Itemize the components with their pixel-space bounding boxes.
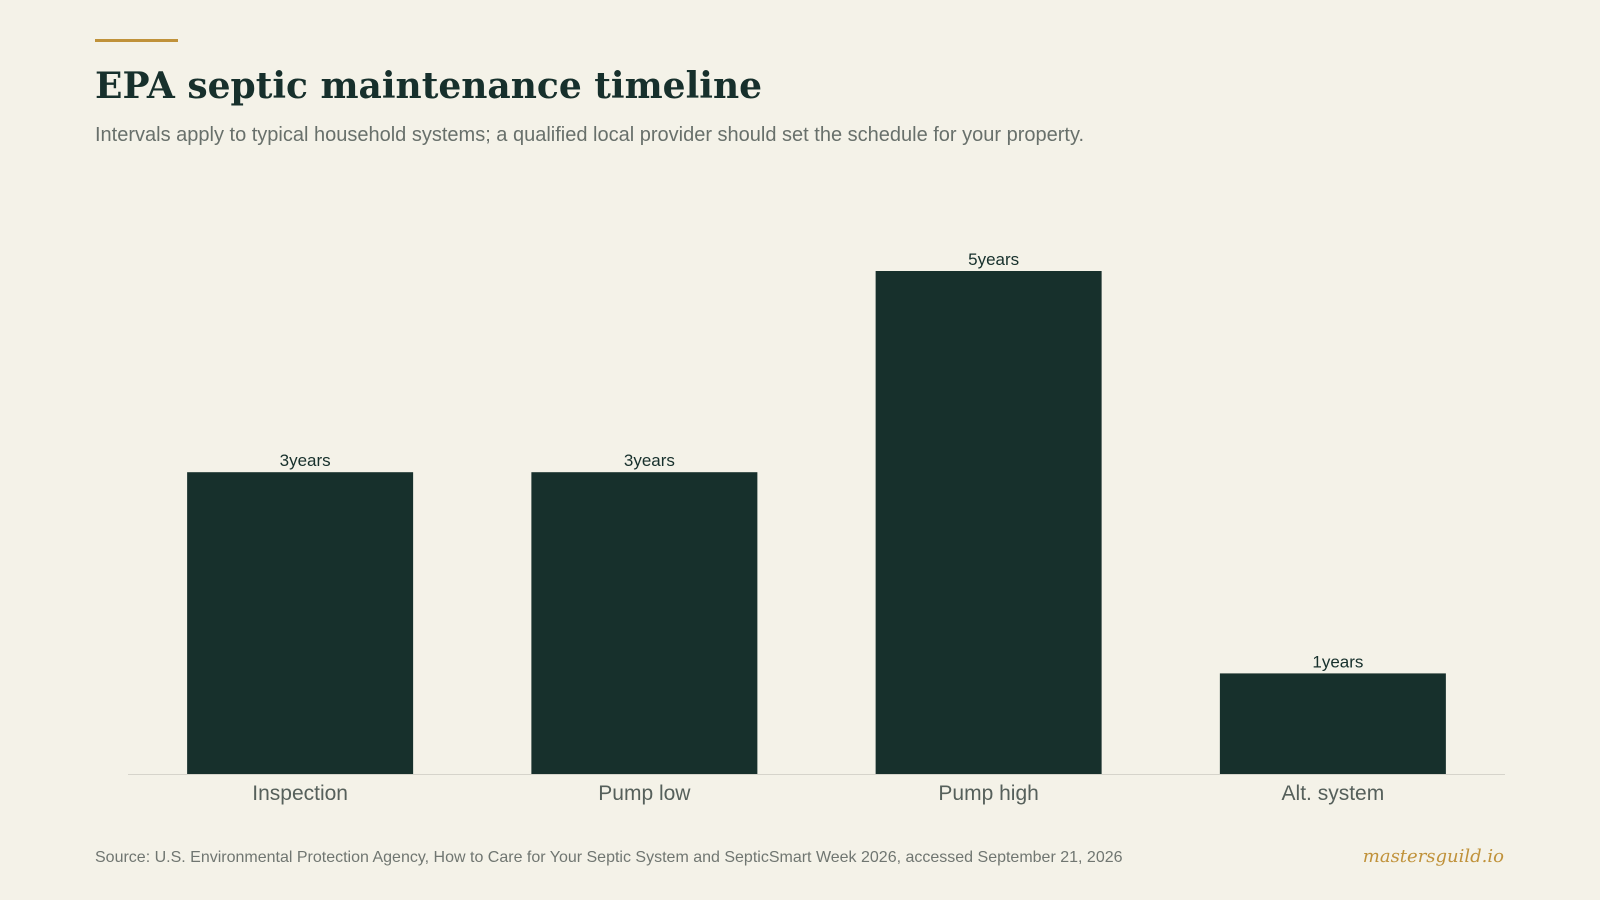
x-tick-label: Pump low [598, 782, 691, 805]
page-subtitle: Intervals apply to typical household sys… [95, 124, 1085, 146]
data-label: 3years [280, 451, 331, 470]
bar-inspection [187, 472, 414, 774]
data-label: 5years [968, 250, 1019, 269]
x-tick-label: Alt. system [1282, 782, 1385, 805]
bar-alt-system [1219, 673, 1446, 774]
brand-link[interactable]: mastersguild.io [1362, 846, 1504, 867]
x-tick-label: Pump high [938, 782, 1038, 805]
bar-pump-low [531, 472, 758, 774]
source-note: Source: U.S. Environmental Protection Ag… [95, 849, 1123, 866]
bar-pump-high [875, 271, 1102, 774]
x-tick-label: Inspection [252, 782, 348, 805]
data-label: 1years [1312, 652, 1363, 671]
accent-rule [95, 39, 178, 42]
data-label: 3years [624, 451, 675, 470]
page-title: EPA septic maintenance timeline [95, 65, 763, 107]
